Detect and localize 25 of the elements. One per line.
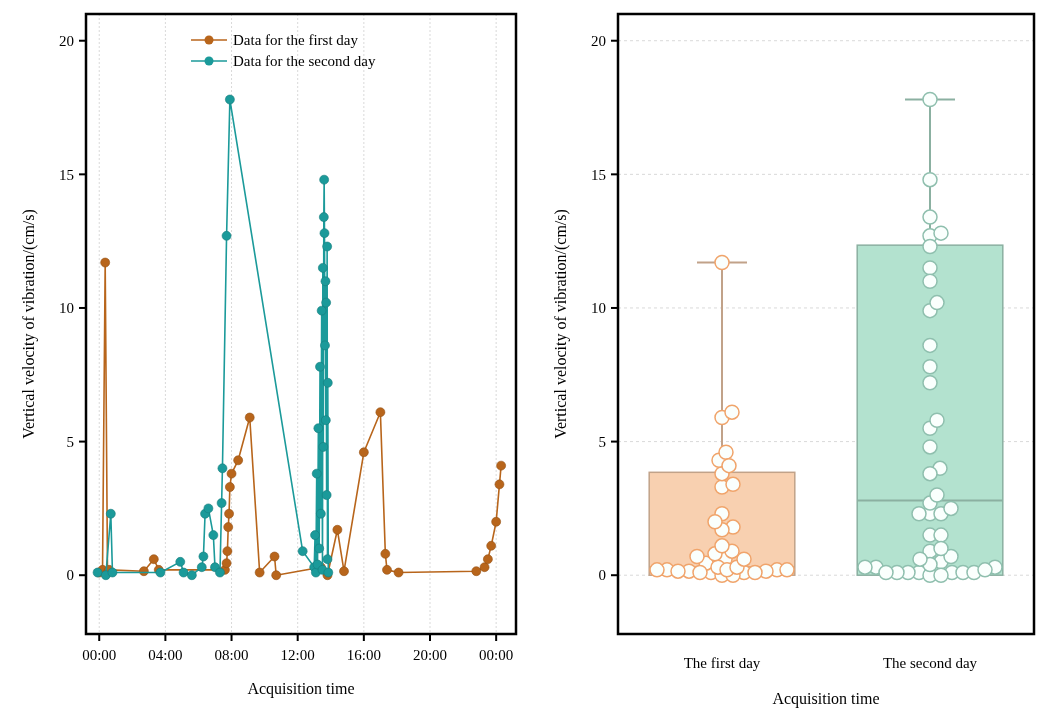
x-tick-label: 08:00 <box>214 647 249 663</box>
y-tick-label: 20 <box>591 32 606 49</box>
y-tick-label: 0 <box>66 567 74 584</box>
x-tick-label: 04:00 <box>148 647 183 663</box>
x-tick-label: The first day <box>683 655 761 671</box>
y-tick-label: 20 <box>59 32 74 49</box>
y-tick-label: 15 <box>59 166 74 183</box>
x-tick-label: 00:00 <box>479 647 514 663</box>
x-tick-label: The second day <box>882 655 978 671</box>
x-tick-label: 20:00 <box>412 647 448 663</box>
x-axis-title: Acquisition time <box>772 690 880 708</box>
legend-label: Data for the first day <box>233 32 359 49</box>
y-tick-label: 15 <box>591 166 606 183</box>
y-axis-title: Vertical velocity of vibration/(cm/s) <box>20 209 38 439</box>
legend-label: Data for the second day <box>233 53 376 70</box>
x-tick-label: 00:00 <box>82 647 117 663</box>
x-tick-label: 16:00 <box>346 647 381 663</box>
y-tick-label: 0 <box>598 567 606 584</box>
y-tick-label: 5 <box>66 433 74 450</box>
x-axis-title: Acquisition time <box>247 680 355 698</box>
x-tick-label: 12:00 <box>280 647 315 663</box>
y-tick-label: 5 <box>598 433 606 450</box>
y-tick-label: 10 <box>59 300 74 317</box>
y-tick-label: 10 <box>591 300 606 317</box>
y-axis-title: Vertical velocity of vibration/(cm/s) <box>552 209 570 439</box>
